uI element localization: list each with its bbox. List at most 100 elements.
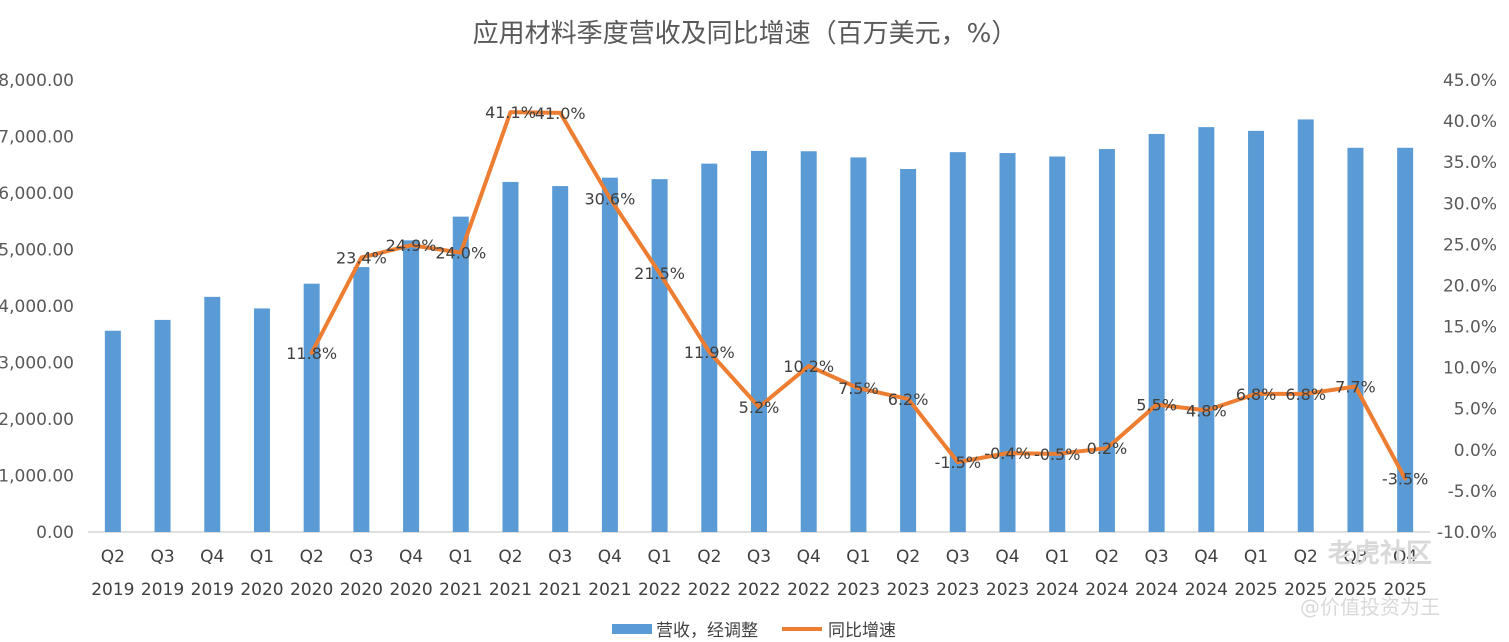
- x-tick-quarter: Q3: [349, 547, 373, 567]
- x-tick-year: 2025: [1284, 580, 1327, 600]
- right-axis-tick: 0.0%: [1454, 441, 1497, 461]
- growth-data-label: 5.2%: [739, 398, 780, 417]
- legend-swatch-revenue: [612, 624, 652, 634]
- x-tick-quarter: Q3: [1343, 547, 1367, 567]
- x-tick-year: 2022: [638, 580, 681, 600]
- x-tick-quarter: Q4: [995, 547, 1019, 567]
- growth-data-label: 23.4%: [336, 249, 387, 268]
- growth-data-label: -3.5%: [1382, 470, 1428, 489]
- x-tick-quarter: Q2: [896, 547, 920, 567]
- x-tick-year: 2020: [240, 580, 283, 600]
- growth-data-label: 24.0%: [435, 244, 486, 263]
- x-tick-year: 2019: [191, 580, 234, 600]
- right-axis-tick: 45.0%: [1443, 71, 1497, 91]
- growth-data-label: -1.5%: [935, 453, 981, 472]
- growth-data-label: 11.8%: [286, 344, 337, 363]
- revenue-bar: [1297, 119, 1314, 532]
- legend-label-revenue: 营收，经调整: [656, 621, 758, 641]
- legend-label-growth: 同比增速: [828, 621, 896, 641]
- growth-data-label: 4.8%: [1186, 401, 1227, 420]
- right-axis-tick: 35.0%: [1443, 153, 1497, 173]
- revenue-bar: [303, 283, 320, 532]
- left-axis-tick: 2,000.00: [0, 410, 74, 430]
- growth-data-label: 21.5%: [634, 264, 685, 283]
- x-tick-year: 2021: [588, 580, 631, 600]
- revenue-bar: [1049, 156, 1066, 532]
- x-tick-year: 2023: [837, 580, 880, 600]
- x-tick-quarter: Q3: [747, 547, 771, 567]
- x-tick-year: 2023: [986, 580, 1029, 600]
- x-tick-year: 2021: [539, 580, 582, 600]
- left-axis-tick: 3,000.00: [0, 354, 74, 374]
- x-tick-year: 2022: [787, 580, 830, 600]
- revenue-bar: [949, 152, 966, 532]
- x-tick-quarter: Q3: [1145, 547, 1169, 567]
- x-tick-year: 2024: [1135, 580, 1178, 600]
- revenue-bar: [1397, 147, 1414, 533]
- revenue-bar: [353, 267, 370, 532]
- revenue-bar: [751, 150, 767, 532]
- right-axis-tick: 25.0%: [1443, 235, 1497, 255]
- growth-data-label: 41.0%: [535, 104, 586, 123]
- x-tick-year: 2020: [340, 580, 383, 600]
- x-tick-quarter: Q3: [150, 547, 174, 567]
- x-tick-year: 2025: [1334, 580, 1377, 600]
- x-tick-year: 2025: [1234, 580, 1277, 600]
- revenue-bar: [900, 168, 917, 533]
- x-tick-year: 2022: [737, 580, 780, 600]
- left-axis-tick: 7,000.00: [0, 128, 74, 148]
- x-tick-quarter: Q1: [647, 547, 671, 567]
- x-tick-year: 2023: [886, 580, 929, 600]
- growth-data-label: 5.5%: [1136, 396, 1177, 415]
- right-axis-tick: 15.0%: [1443, 318, 1497, 338]
- revenue-bar: [1248, 130, 1265, 532]
- x-tick-year: 2021: [489, 580, 532, 600]
- right-axis-tick: 40.0%: [1443, 112, 1497, 132]
- growth-data-label: 24.9%: [386, 236, 437, 255]
- right-axis-tick: 10.0%: [1443, 359, 1497, 379]
- x-tick-quarter: Q3: [946, 547, 970, 567]
- x-tick-year: 2025: [1384, 580, 1427, 600]
- x-tick-year: 2019: [141, 580, 184, 600]
- growth-data-label: 0.2%: [1087, 439, 1128, 458]
- revenue-bar: [601, 177, 618, 532]
- x-tick-quarter: Q2: [1294, 547, 1318, 567]
- x-tick-year: 2019: [91, 580, 134, 600]
- growth-data-label: 6.2%: [888, 390, 929, 409]
- left-axis-tick: 6,000.00: [0, 184, 74, 204]
- chart-title: 应用材料季度营收及同比增速（百万美元，%）: [473, 19, 1018, 49]
- x-tick-quarter: Q4: [1194, 547, 1218, 567]
- growth-data-label: -0.5%: [1034, 445, 1080, 464]
- growth-data-label: 30.6%: [584, 189, 635, 208]
- growth-data-label: 7.5%: [838, 379, 879, 398]
- watermark: 老虎社区 @价值投资为王: [1300, 538, 1440, 619]
- x-axis: Q2 2019 Q3 2019 Q4 2019 Q1 2020 Q2 2020 Q3 2020 Q4 20…: [91, 547, 1427, 600]
- revenue-bar: [1098, 149, 1115, 532]
- revenue-bar: [502, 181, 519, 532]
- growth-data-label: 41.1%: [485, 103, 536, 122]
- revenue-bar: [1198, 127, 1215, 532]
- revenue-bar: [999, 153, 1016, 532]
- growth-data-label: 6.8%: [1236, 385, 1277, 404]
- x-tick-quarter: Q4: [200, 547, 224, 567]
- x-tick-quarter: Q1: [846, 547, 870, 567]
- revenue-bar: [1148, 133, 1165, 532]
- x-tick-quarter: Q1: [449, 547, 473, 567]
- revenue-bar: [403, 240, 420, 533]
- x-tick-year: 2024: [1036, 580, 1079, 600]
- x-tick-quarter: Q1: [1045, 547, 1069, 567]
- legend: 营收，经调整 同比增速: [612, 621, 896, 641]
- right-axis-tick: 20.0%: [1443, 276, 1497, 296]
- x-tick-quarter: Q3: [548, 547, 572, 567]
- right-axis: -10.0% -5.0% 0.0% 5.0% 10.0% 15.0% 20.0% 25.0% 3…: [1437, 71, 1497, 543]
- x-tick-quarter: Q4: [399, 547, 423, 567]
- revenue-bar: [204, 296, 221, 532]
- left-axis-tick: 8,000.00: [0, 71, 74, 91]
- revenue-bar: [800, 151, 817, 532]
- left-axis-tick: 0.00: [36, 523, 74, 543]
- right-axis-tick: -10.0%: [1437, 523, 1497, 543]
- x-tick-quarter: Q4: [797, 547, 821, 567]
- data-labels: 11.8% 23.4%24.9%24.0% 41.1%41.0% 30.6% 21.5%…: [286, 103, 1428, 489]
- right-axis-tick: -5.0%: [1448, 482, 1497, 502]
- revenue-bar: [104, 330, 121, 532]
